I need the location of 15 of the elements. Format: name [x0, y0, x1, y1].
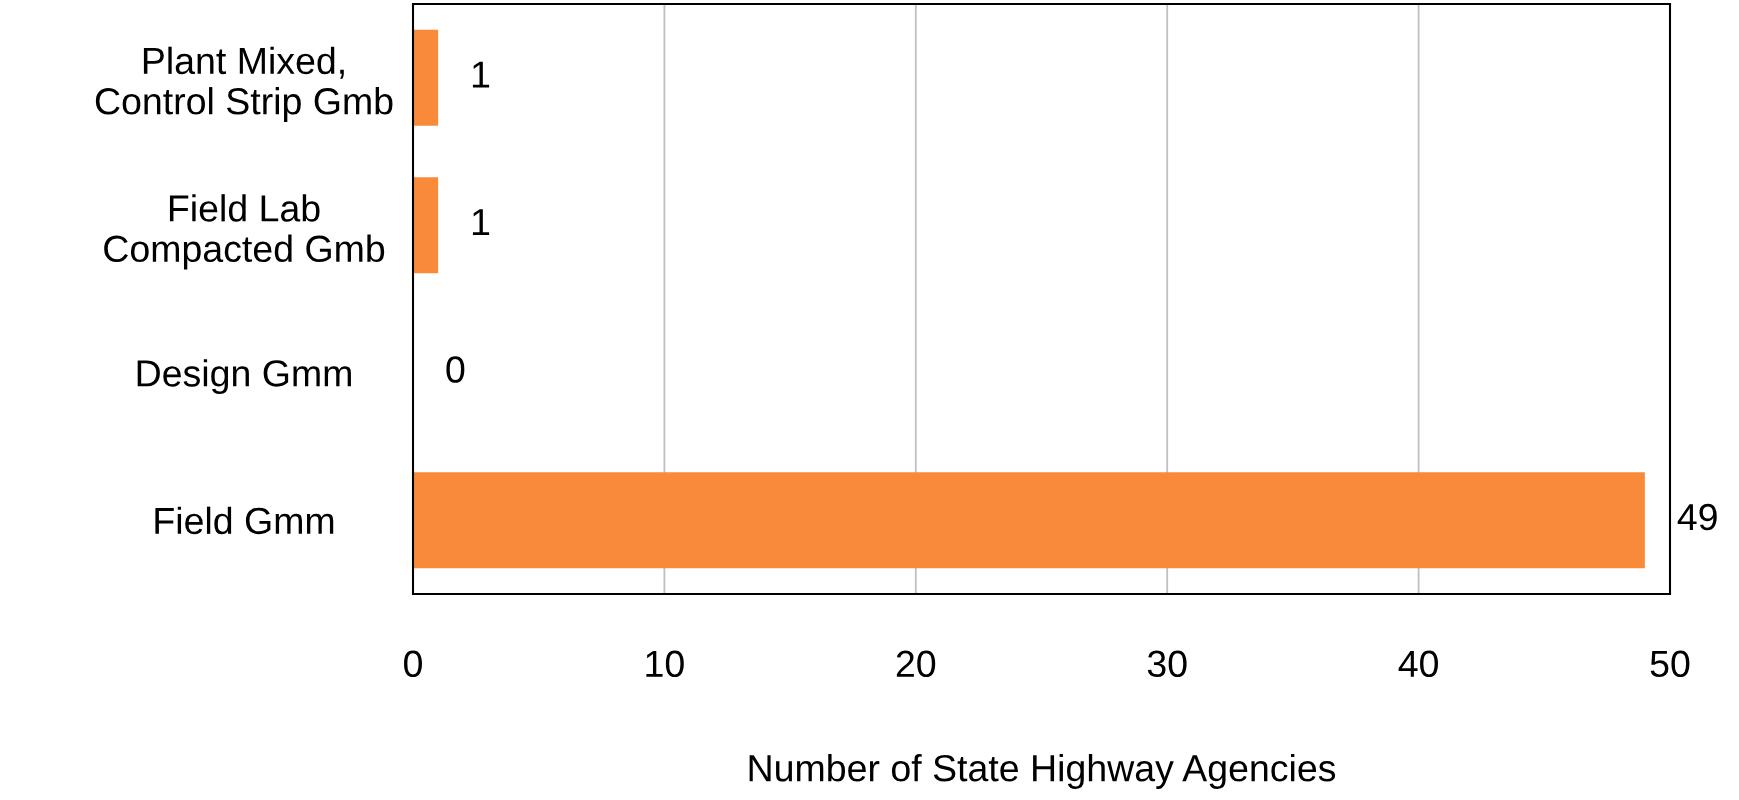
y-tick-label: Design Gmm — [137, 359, 351, 395]
data-label: 49 — [1677, 503, 1717, 531]
x-tick-label: 20 — [896, 650, 936, 678]
x-axis-title: Number of State Highway Agencies — [749, 753, 1336, 789]
data-label: 0 — [446, 356, 465, 383]
x-tick-label: 40 — [1398, 650, 1438, 678]
data-label: 1 — [472, 61, 490, 88]
x-tick-label: 50 — [1650, 650, 1690, 678]
x-tick-label: 10 — [646, 650, 684, 678]
y-tick-label: Field Lab Compacted Gmb — [104, 194, 385, 270]
y-tick-label: Field Gmm — [155, 506, 334, 535]
x-tick-label: 30 — [1147, 650, 1187, 678]
x-tick-label: 0 — [404, 650, 422, 678]
data-label: 1 — [472, 209, 490, 235]
y-tick-label: Plant Mixed, Control Strip Gmb — [95, 46, 393, 123]
